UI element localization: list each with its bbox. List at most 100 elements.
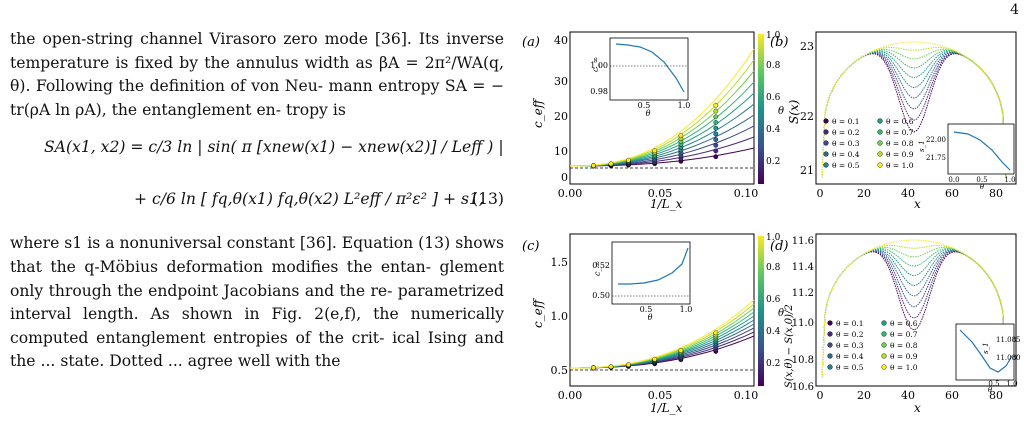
inset-y-label: c_∞ xyxy=(593,261,602,276)
legend-entry: θ = 1.0 xyxy=(886,161,914,170)
y-tick-label: 1.5 xyxy=(551,256,569,269)
text-line: ical Ising and the ... state. Dotted ...… xyxy=(10,328,504,371)
y-tick-label: 20 xyxy=(554,110,568,123)
inset-x-tick: 0.5 xyxy=(638,101,651,110)
equation-line-2: + c/6 ln [ fq,θ(x1) fq,θ(x2) L²eff / π²ε… xyxy=(134,190,484,209)
series-line xyxy=(821,250,1007,379)
colorbar-tick: 1.0 xyxy=(766,233,781,243)
legend-entry: θ = 0.7 xyxy=(886,128,914,137)
curve-group xyxy=(569,48,755,169)
legend-entry: θ = 0.8 xyxy=(890,341,918,350)
y-tick-label: 40 xyxy=(554,34,568,47)
y-tick-label: 30 xyxy=(554,75,568,88)
inset-curve xyxy=(959,329,1013,373)
inset-x-tick: 0.5 xyxy=(976,176,987,184)
legend-entry: θ = 0.5 xyxy=(836,363,864,372)
data-point xyxy=(652,356,658,362)
colorbar-tick: 0.2 xyxy=(766,157,780,167)
inset-x-tick: 0.0 xyxy=(948,176,959,184)
text-line: mann entropy SA = − tr(ρA ln ρA), the en… xyxy=(10,77,504,119)
colorbar-tick: 0.8 xyxy=(766,263,781,273)
inset-x-tick: 1.0 xyxy=(1004,176,1015,184)
text-line: glement only through the endpoint Jacobi… xyxy=(10,257,504,300)
data-point xyxy=(678,347,684,353)
equation-number: (13) xyxy=(471,190,504,209)
text-line: βA = 2π²/WA(q, θ). Following the definit… xyxy=(10,53,504,96)
legend-marker xyxy=(823,162,829,168)
inset-y-label: s_1 xyxy=(918,140,926,152)
axes-frame xyxy=(569,233,755,387)
paragraph-1: the open-string channel Virasoro zero mo… xyxy=(10,28,504,122)
colorbar-tick: 1.0 xyxy=(766,31,781,41)
inset-y-label: c_∞ xyxy=(591,57,600,72)
legend-entry: θ = 0.1 xyxy=(832,117,860,126)
data-point xyxy=(713,154,719,160)
axes-frame xyxy=(815,233,1017,387)
legend-marker xyxy=(881,331,887,337)
legend-marker xyxy=(827,331,833,337)
inset-curve xyxy=(618,247,689,285)
equation-line-1: SA(x1, x2) = c/3 ln | sin( π [xnew(x1) −… xyxy=(44,138,504,157)
data-point xyxy=(713,114,719,120)
legend-entry: θ = 0.2 xyxy=(832,128,860,137)
inset-curve xyxy=(615,43,685,93)
series-line xyxy=(821,245,1007,379)
legend-marker xyxy=(881,353,887,359)
x-tick-label: 20 xyxy=(857,389,871,402)
data-point xyxy=(678,133,684,139)
y-tick-label: 21 xyxy=(800,164,814,177)
data-point xyxy=(626,157,631,163)
legend-entry: θ = 0.3 xyxy=(832,139,860,148)
data-point xyxy=(591,163,596,169)
data-point xyxy=(591,365,596,371)
x-tick-label: 0 xyxy=(817,389,824,402)
legend-entry: θ = 0.5 xyxy=(832,161,860,170)
y-axis-label: S(x) xyxy=(787,99,801,124)
panel-label: (d) xyxy=(770,239,788,254)
inset-y-tick: 0.52 xyxy=(592,261,610,270)
inset-y-tick: 21.75 xyxy=(926,154,946,162)
data-point xyxy=(626,362,631,368)
legend-marker xyxy=(823,118,829,124)
x-tick-label: 80 xyxy=(989,389,1003,402)
text-line: shows that the q-Möbius deformation modi… xyxy=(10,234,504,276)
y-tick-label: 11.2 xyxy=(792,288,814,299)
legend-marker xyxy=(877,140,883,146)
data-point xyxy=(713,120,719,125)
colorbar-tick: 0.4 xyxy=(766,125,781,135)
inset-x-tick: 0.5 xyxy=(988,380,999,388)
inset-x-tick: 1.0 xyxy=(678,101,691,110)
inset-y-tick: 22.00 xyxy=(926,136,946,144)
series-line xyxy=(570,136,755,167)
panel-label: (a) xyxy=(522,35,540,50)
legend-entry: θ = 0.8 xyxy=(886,139,914,148)
legend-marker xyxy=(877,162,883,168)
data-point xyxy=(608,364,614,370)
y-axis-label: c_eff xyxy=(531,97,545,128)
y-tick-label: 11.0 xyxy=(792,318,814,329)
series-line xyxy=(570,147,755,167)
legend-marker xyxy=(823,140,829,146)
legend-entry: θ = 0.9 xyxy=(886,150,914,159)
colorbar-tick: 0.4 xyxy=(766,327,781,337)
x-tick-label: 0.00 xyxy=(558,187,583,200)
data-point xyxy=(713,137,719,143)
x-tick-label: 40 xyxy=(901,187,915,200)
y-tick-label: 10 xyxy=(554,145,568,158)
paragraph-2: where s1 is a nonuniversal constant [36]… xyxy=(10,232,504,374)
legend-marker xyxy=(823,129,829,135)
x-tick-label: 0.05 xyxy=(648,389,673,402)
data-point xyxy=(608,161,614,167)
x-tick-label: 60 xyxy=(945,389,959,402)
text-line: parametrized interval length. As shown i… xyxy=(10,281,504,324)
axes-frame xyxy=(569,31,755,185)
panel-a: (a) c_eff 1/L_x 0 10 20 30 40 0.00 0.05 … xyxy=(522,31,784,211)
legend-marker xyxy=(881,342,887,348)
curve-group xyxy=(821,41,1007,179)
text-line: where s1 is a nonuniversal constant [36]… xyxy=(10,234,451,253)
panel-label: (b) xyxy=(770,35,788,50)
colorbar-label: θ xyxy=(778,106,784,117)
axes-frame xyxy=(815,31,1017,185)
inset-x-label: θ xyxy=(648,313,653,322)
data-point xyxy=(713,108,719,114)
